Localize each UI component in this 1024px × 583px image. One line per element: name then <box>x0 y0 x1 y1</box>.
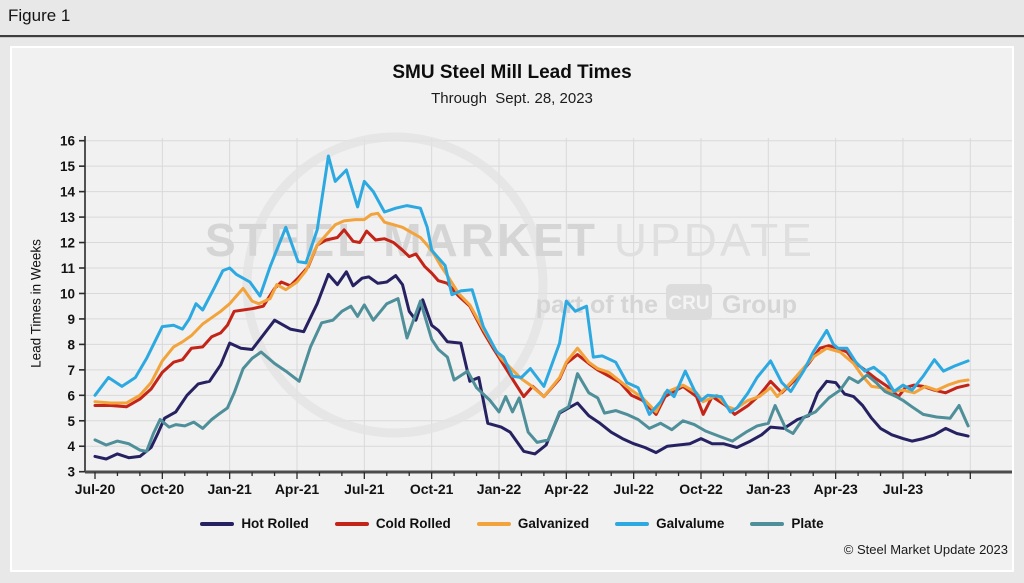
legend-label: Galvalume <box>656 516 725 531</box>
y-tick-label: 4 <box>67 439 75 454</box>
legend-swatch-cold-rolled <box>334 521 369 526</box>
x-tick-label: Jan-22 <box>477 481 522 497</box>
y-tick-label: 11 <box>61 261 76 276</box>
series-line-hot-rolled <box>93 270 970 461</box>
series-line-plate <box>93 297 970 453</box>
x-tick-label: Oct-22 <box>679 481 723 497</box>
svg-text:Group: Group <box>722 291 797 319</box>
x-tick-label: Apr-21 <box>275 481 320 497</box>
y-tick-label: 8 <box>67 337 75 352</box>
x-tick-label: Jul-21 <box>344 481 385 497</box>
svg-text:STEEL MARKET UPDATE: STEEL MARKET UPDATE <box>205 214 815 266</box>
legend-item-galvalume: Galvalume <box>615 516 724 531</box>
header-rule <box>0 35 1024 38</box>
legend-label: Plate <box>791 516 824 531</box>
series-lines <box>93 154 970 461</box>
legend-swatch-galvanized <box>476 521 511 526</box>
legend-label: Cold Rolled <box>375 516 451 531</box>
series-line-cold-rolled <box>93 228 970 416</box>
chart-subtitle: Through Sept. 28, 2023 <box>431 90 593 107</box>
legend-swatch-galvalume <box>615 521 650 526</box>
chart-panel <box>10 46 1014 572</box>
series-line-galvalume <box>93 154 970 416</box>
y-tick-label: 13 <box>60 210 76 225</box>
copyright-text: © Steel Market Update 2023 <box>843 542 1008 557</box>
watermark: STEEL MARKET UPDATE part of the CRU Group <box>205 132 815 438</box>
legend-swatch-plate <box>750 521 785 526</box>
legend-label: Galvanized <box>517 516 590 531</box>
grid-lines <box>85 138 1012 472</box>
chart-title: SMU Steel Mill Lead Times <box>392 62 632 83</box>
figure-label: Figure 1 <box>8 6 71 25</box>
axes: 3 4 5 6 7 8 9 10 11 12 13 14 15 16 Jul-20 Oct-20 Jan-21 A… <box>60 134 1012 497</box>
legend-item-cold-rolled: Cold Rolled <box>334 516 451 531</box>
y-tick-label: 14 <box>60 185 76 200</box>
legend-item-hot-rolled: Hot Rolled <box>200 516 309 531</box>
x-tick-label: Oct-21 <box>410 481 454 497</box>
x-tick-label: Jan-21 <box>207 481 252 497</box>
y-tick-label: 5 <box>67 414 75 429</box>
x-tick-label: Jul-22 <box>613 481 654 497</box>
y-tick-label: 10 <box>60 286 75 301</box>
svg-text:CRU: CRU <box>668 293 709 314</box>
x-tick-label: Jul-23 <box>883 481 924 497</box>
y-tick-label: 15 <box>60 159 76 174</box>
y-tick-label: 12 <box>60 236 75 251</box>
legend-item-galvanized: Galvanized <box>476 516 590 531</box>
x-tick-label: Oct-20 <box>141 481 185 497</box>
legend-item-plate: Plate <box>750 516 824 531</box>
y-tick-label: 6 <box>67 388 75 403</box>
legend-label: Hot Rolled <box>241 516 309 531</box>
y-tick-label: 16 <box>60 134 76 149</box>
y-tick-label: 3 <box>67 465 75 480</box>
x-tick-label: Apr-23 <box>813 481 858 497</box>
y-tick-label: 7 <box>67 363 75 378</box>
x-tick-label: Apr-22 <box>544 481 589 497</box>
x-tick-label: Jul-20 <box>75 481 116 497</box>
legend-swatch-hot-rolled <box>200 521 235 526</box>
chart-legend: Hot Rolled Cold Rolled Galvanized Galval… <box>0 516 1024 531</box>
y-tick-label: 9 <box>67 312 75 327</box>
x-tick-label: Jan-23 <box>746 481 791 497</box>
svg-text:part of the: part of the <box>536 291 658 319</box>
